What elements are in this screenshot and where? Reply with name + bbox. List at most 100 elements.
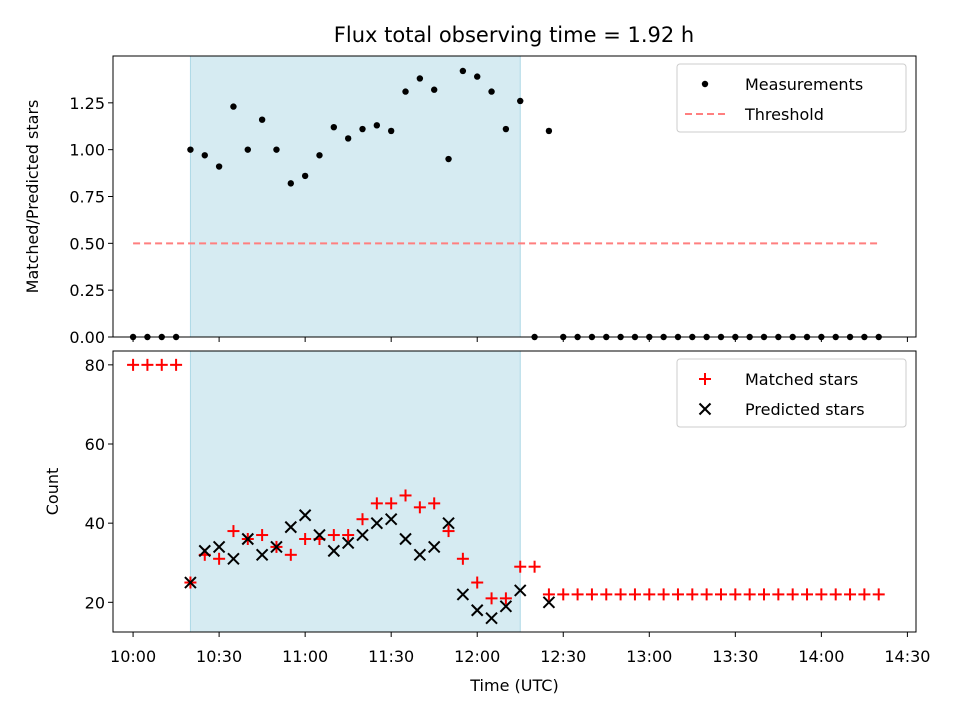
matched-point — [528, 560, 541, 573]
matched-point — [442, 525, 455, 538]
y-tick-label: 1.25 — [69, 94, 105, 113]
predicted-point — [471, 604, 484, 617]
legend-swatch — [701, 80, 709, 88]
predicted-point — [499, 600, 513, 613]
x-axis-label: Time (UTC) — [469, 676, 558, 695]
x-tick-label: 12:00 — [454, 647, 500, 666]
predicted-point — [313, 528, 326, 542]
predicted-point — [241, 532, 254, 546]
matched-point — [628, 588, 641, 601]
y-tick-label: 40 — [85, 514, 105, 533]
y-tick-label: 0.25 — [69, 281, 105, 300]
matched-point — [499, 592, 512, 605]
legend-label: Matched stars — [745, 370, 858, 389]
matched-point — [815, 588, 828, 601]
predicted-point — [198, 544, 211, 558]
predicted-point — [384, 512, 398, 526]
matched-point — [227, 525, 240, 538]
matched-point — [342, 529, 355, 542]
measurement-point — [416, 75, 424, 82]
measurement-point — [373, 122, 381, 129]
matched-point — [571, 588, 584, 601]
measurement-point — [359, 125, 366, 133]
predicted-point — [514, 584, 527, 597]
predicted-point — [485, 611, 498, 625]
x-tick-label: 11:00 — [282, 647, 328, 666]
predicted-point — [442, 516, 455, 530]
matched-point — [585, 588, 598, 601]
matched-point — [127, 358, 140, 371]
matched-point — [714, 588, 727, 601]
legend-label: Predicted stars — [745, 400, 865, 419]
matched-point — [600, 588, 613, 601]
y-axis-label: Count — [43, 468, 62, 516]
x-tick-label: 13:30 — [712, 647, 758, 666]
matched-point — [514, 560, 527, 573]
x-tick-label: 10:30 — [196, 647, 242, 666]
matched-point — [471, 576, 484, 589]
legend-swatch — [699, 373, 711, 385]
matched-point — [356, 513, 369, 526]
measurement-point — [488, 88, 495, 95]
matched-point — [428, 497, 441, 510]
matched-point — [643, 588, 656, 601]
matched-point — [671, 588, 684, 601]
y-axis-label: Matched/Predicted stars — [23, 100, 42, 294]
measurement-point — [287, 180, 295, 187]
measurement-point — [301, 172, 309, 180]
predicted-point — [212, 540, 226, 554]
measurement-point — [330, 123, 338, 131]
y-tick-label: 1.00 — [69, 141, 105, 160]
chart-title: Flux total observing time = 1.92 h — [334, 23, 694, 47]
matched-point — [370, 497, 383, 510]
matched-point — [729, 588, 742, 601]
predicted-point — [399, 532, 412, 546]
series-predicted-stars — [184, 509, 556, 625]
x-tick-label: 10:00 — [110, 647, 156, 666]
measurement-point — [517, 97, 524, 105]
matched-point — [557, 588, 570, 601]
legend: Matched stars Predicted stars — [676, 358, 907, 428]
matched-point — [872, 588, 885, 601]
predicted-point — [184, 576, 197, 589]
y-tick-label: 20 — [85, 593, 105, 612]
matched-point — [801, 588, 814, 601]
measurement-point — [431, 86, 438, 93]
matched-point — [327, 529, 340, 542]
measurement-point — [273, 146, 280, 153]
x-tick-label: 13:00 — [626, 647, 672, 666]
x-tick-label: 14:00 — [798, 647, 844, 666]
measurement-point — [459, 67, 467, 75]
x-tick-label: 14:30 — [884, 647, 930, 666]
predicted-point — [370, 516, 384, 530]
observing-span — [189, 55, 521, 338]
measurement-point — [230, 103, 237, 110]
predicted-point — [341, 536, 355, 550]
y-tick-label: 0.75 — [69, 188, 105, 207]
predicted-point — [227, 552, 240, 565]
matched-point — [485, 592, 498, 605]
matched-point — [786, 588, 799, 601]
legend-label: Measurements — [745, 75, 863, 94]
measurement-point — [445, 155, 452, 163]
measurement-point — [402, 88, 409, 95]
legend: Measurements Threshold — [676, 63, 907, 133]
measurement-point — [502, 125, 510, 133]
matched-point — [385, 497, 398, 510]
predicted-point — [456, 588, 470, 601]
legend-swatch — [698, 402, 712, 416]
matched-point — [399, 489, 412, 502]
matched-point — [456, 552, 469, 565]
predicted-point — [327, 544, 341, 558]
matched-point — [844, 588, 857, 601]
predicted-point — [542, 596, 556, 609]
matched-point — [772, 588, 785, 601]
predicted-point — [413, 548, 427, 562]
measurement-point — [344, 135, 352, 142]
matched-point — [657, 588, 670, 601]
measurement-point — [215, 163, 223, 170]
measurement-point — [545, 127, 553, 135]
x-tick-label: 11:30 — [368, 647, 414, 666]
observing-span — [189, 350, 521, 633]
